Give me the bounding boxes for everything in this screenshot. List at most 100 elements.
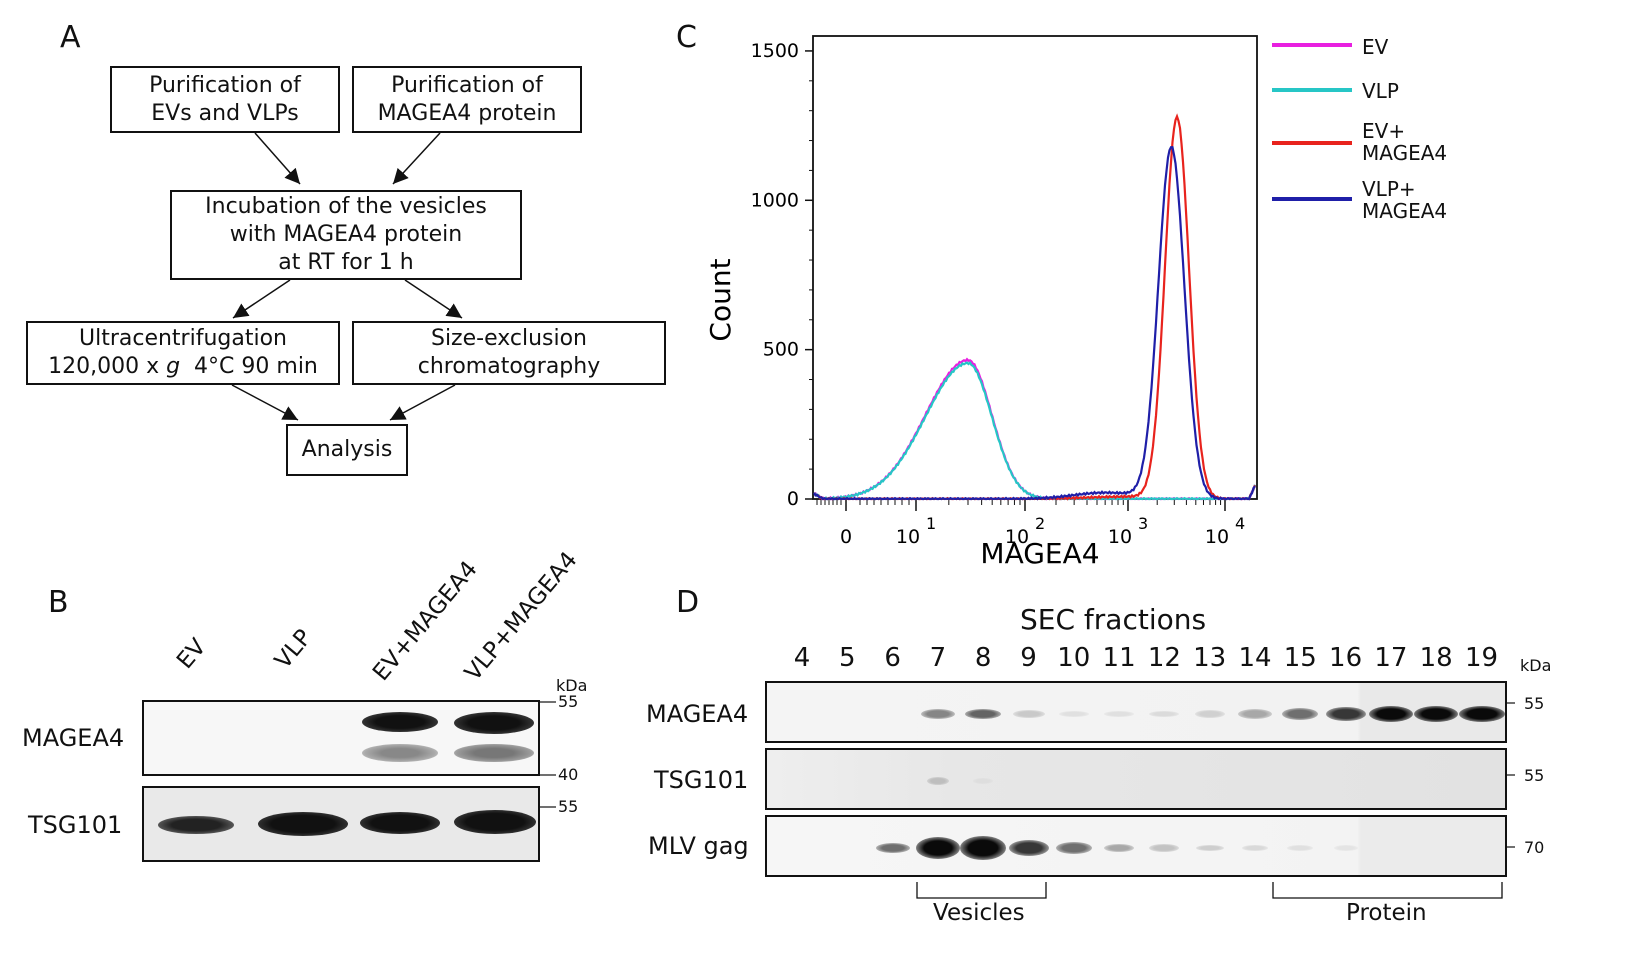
- flow-box-incubation: Incubation of the vesicles with MAGEA4 pr…: [170, 190, 522, 280]
- flow-box-ev-vlp: Purification of EVs and VLPs: [110, 66, 340, 133]
- mw-ticks-d: [1505, 702, 1515, 848]
- flow-box-analysis: Analysis: [286, 424, 408, 476]
- fraction-label: 19: [1464, 643, 1499, 673]
- band: [1149, 711, 1180, 717]
- mw-marker: 55: [558, 797, 579, 816]
- blot-d-mlv-gag: [765, 815, 1507, 877]
- arrow-1: [254, 132, 301, 185]
- legend-swatch-ev-magea4: [1272, 141, 1352, 145]
- fraction-label: 17: [1374, 643, 1408, 673]
- band: [965, 709, 1002, 719]
- mw-marker: 55: [1524, 766, 1545, 785]
- band: [1195, 845, 1224, 851]
- mw-marker: 55: [558, 692, 579, 711]
- legend-swatch-vlp: [1272, 88, 1352, 92]
- fraction-label: 7: [929, 643, 947, 673]
- sec-title: SEC fractions: [1020, 603, 1207, 636]
- mw-marker: 55: [1524, 694, 1545, 713]
- fraction-label: 10: [1057, 643, 1091, 673]
- row-label-tsg101-d: TSG101: [654, 766, 749, 794]
- x-tick-label: 10: [1005, 526, 1029, 548]
- band: [1368, 706, 1413, 722]
- panel-letter-c: C: [676, 20, 697, 55]
- row-label-magea4-b: MAGEA4: [22, 724, 125, 752]
- mw-marker: 70: [1524, 838, 1545, 857]
- y-axis-label: Count: [704, 258, 737, 341]
- blot-b-tsg101: [142, 786, 540, 862]
- band: [1058, 711, 1089, 717]
- x-tick-label: 10: [1205, 526, 1229, 548]
- blot-d-tsg101: [765, 748, 1507, 810]
- band: [973, 778, 994, 784]
- x-tick-exponent: 1: [926, 514, 936, 533]
- band: [915, 837, 960, 859]
- band: [1194, 710, 1225, 718]
- band: [875, 843, 910, 853]
- mw-marker: 40: [558, 765, 579, 784]
- fraction-label: 18: [1419, 643, 1453, 673]
- arrow-5: [231, 384, 299, 421]
- blot-d-magea4: [765, 681, 1507, 743]
- band: [1414, 706, 1459, 722]
- panel-letter-b: B: [48, 585, 69, 620]
- x-tick-exponent: 4: [1235, 514, 1245, 533]
- legend-swatch-ev: [1272, 43, 1352, 47]
- band: [1104, 844, 1135, 852]
- fraction-label: 13: [1193, 643, 1227, 673]
- band: [1282, 708, 1319, 720]
- y-tick-label: 1000: [751, 189, 799, 211]
- band: [1238, 709, 1272, 719]
- x-tick-exponent: 2: [1035, 514, 1045, 533]
- arrow-6: [389, 384, 456, 421]
- legend-label-vlp: VLP: [1362, 79, 1399, 103]
- band: [1325, 707, 1366, 721]
- group-brackets: [916, 882, 1503, 899]
- band: [158, 816, 234, 834]
- band: [454, 744, 534, 762]
- histogram-svg: 1500 1000 500 0 0 10 1 10 2 10 3 10 4 Count MAGEA4: [704, 35, 1258, 570]
- fraction-label: 6: [884, 643, 901, 673]
- flow-box-sec: Size-exclusion chromatography: [352, 321, 666, 385]
- band: [1055, 842, 1092, 854]
- legend-label-ev-magea4: EV+ MAGEA4: [1362, 119, 1448, 165]
- fraction-label: 15: [1283, 643, 1317, 673]
- band: [454, 810, 536, 834]
- y-tick-label: 500: [763, 339, 799, 361]
- series-line-ev-magea4: [813, 113, 1256, 501]
- bracket-protein: [1272, 882, 1503, 899]
- group-label-protein: Protein: [1346, 900, 1427, 926]
- arrow-3: [232, 279, 291, 319]
- panel-letter-d: D: [676, 585, 700, 620]
- band: [360, 812, 440, 834]
- fraction-label: 4: [793, 643, 811, 673]
- bracket-vesicles: [916, 882, 1047, 899]
- fraction-label: 5: [839, 643, 856, 673]
- band: [926, 777, 949, 785]
- series-line-ev: [813, 357, 1257, 501]
- band: [454, 712, 534, 734]
- group-label-vesicles: Vesicles: [933, 900, 1025, 926]
- flow-box-magea4-purification: Purification of MAGEA4 protein: [352, 66, 582, 133]
- row-label-magea4-d: MAGEA4: [646, 700, 749, 728]
- blot-b-magea4: [142, 700, 540, 776]
- band: [362, 744, 438, 762]
- lane-label-vlp-magea4: VLP+MAGEA4: [460, 547, 583, 686]
- band: [1242, 845, 1268, 851]
- band: [960, 836, 1007, 860]
- band: [258, 812, 348, 836]
- flow-box-ultracentrifugation: Ultracentrifugation 120,000 x g 4°C 90 m…: [26, 321, 340, 385]
- fraction-label: 8: [974, 643, 992, 673]
- series-line-vlp: [813, 361, 1257, 501]
- mw-ticks-b: [540, 701, 556, 808]
- legend-swatch-vlp-magea4: [1272, 197, 1352, 201]
- lane-label-ev: EV: [172, 634, 212, 674]
- y-tick-label: 0: [787, 488, 799, 510]
- kda-label-d: kDa: [1520, 656, 1552, 675]
- band: [920, 709, 955, 719]
- panel-letter-a: A: [60, 20, 81, 55]
- band: [1333, 845, 1358, 851]
- arrow-4: [404, 279, 463, 319]
- band: [1287, 845, 1314, 851]
- band: [1458, 706, 1505, 722]
- x-axis-label: MAGEA4: [980, 537, 1099, 570]
